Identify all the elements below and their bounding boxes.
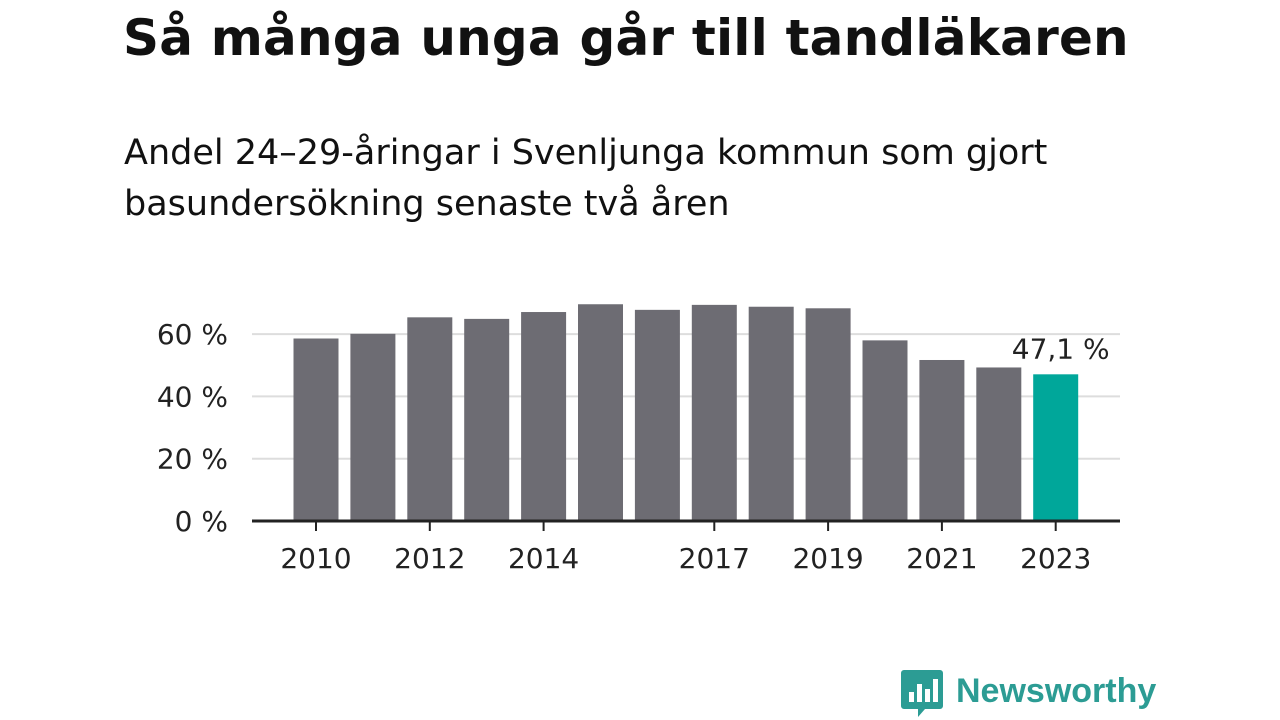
bar-2012: [407, 317, 453, 521]
x-tick-label: 2010: [280, 542, 351, 575]
y-tick-label: 0 %: [175, 505, 228, 538]
x-tick-label: 2023: [1020, 542, 1091, 575]
y-tick-label: 40 %: [157, 380, 228, 413]
bars: [293, 304, 1079, 521]
bar-2015: [578, 304, 623, 521]
y-tick-label: 60 %: [157, 318, 228, 351]
x-tick-label: 2021: [906, 542, 977, 575]
bar-2013: [464, 318, 510, 521]
newsworthy-logo-icon: [901, 670, 943, 717]
y-axis-ticks: 0 % 20 % 40 % 60 %: [157, 318, 228, 538]
bar-2014: [521, 312, 567, 521]
data-labels: 47,1 %: [1012, 332, 1110, 365]
bar-2022: [976, 367, 1022, 521]
chart-subtitle: Andel 24–29-åringar i Svenljunga kommun …: [124, 133, 1048, 224]
bar-2020: [862, 340, 908, 521]
bar-2016: [634, 309, 680, 521]
x-tick-label: 2012: [394, 542, 465, 575]
bar-2010: [293, 338, 339, 521]
x-axis-ticks: 2010 2012 2014 2017 2019 2021 2023: [280, 521, 1091, 575]
brand-name: Newsworthy: [956, 672, 1157, 710]
y-tick-label: 20 %: [157, 443, 228, 476]
chart-title: Så många unga går till tandläkaren: [123, 9, 1129, 67]
bar-2011: [350, 333, 396, 521]
bar-2018: [748, 306, 794, 521]
bar-2023: [1033, 374, 1079, 521]
x-tick-label: 2019: [792, 542, 863, 575]
bar-2017: [691, 304, 737, 521]
highlight-data-label: 47,1 %: [1012, 332, 1110, 365]
bar-2019: [805, 308, 851, 521]
x-tick-label: 2014: [508, 542, 579, 575]
bar-2021: [919, 359, 965, 521]
x-tick-label: 2017: [679, 542, 750, 575]
newsworthy-logo[interactable]: Newsworthy: [901, 670, 1156, 720]
grid-lines: [252, 333, 1120, 460]
